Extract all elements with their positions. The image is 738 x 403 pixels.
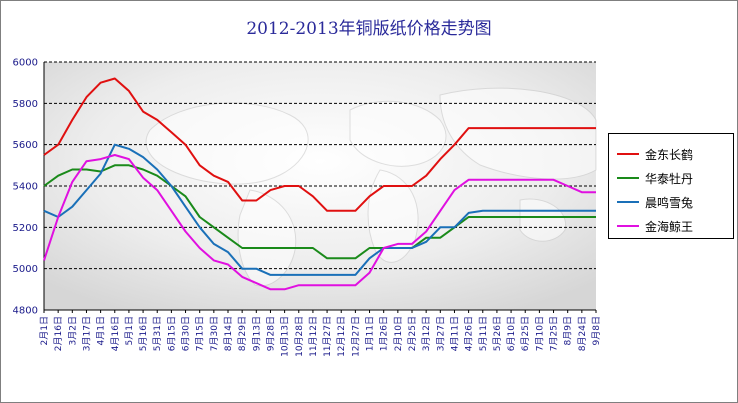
x-tick-label: 3月2日 [67,316,78,345]
map-shape [367,169,419,263]
x-axis-ticks: 2月1日 2月16日 3月2日 3月17日 4月1日 4月16日 5月1日 5月16日 5月31… [39,310,602,357]
x-tick-label: 3月12日 [421,316,432,351]
x-tick-label: 3月17日 [81,316,92,351]
x-tick-label: 3月27日 [435,316,446,351]
legend-swatch [617,201,639,203]
y-axis-ticks: 4800 5000 5200 5400 5600 5800 6000 [13,58,38,317]
x-tick-label: 5月16日 [138,316,149,351]
legend-swatch [617,153,639,155]
legend-item: 金东长鹤 [617,144,693,164]
x-tick-label: 11月27日 [322,316,333,357]
legend-item: 晨鸣雪兔 [617,192,693,212]
x-tick-label: 7月10日 [534,316,545,351]
x-tick-label: 5月26日 [492,316,503,351]
x-tick-label: 7月15日 [195,316,206,351]
x-tick-label: 2月10日 [393,316,404,351]
map-shape [519,198,567,242]
x-tick-label: 10月28日 [294,316,305,357]
x-tick-label: 5月11日 [478,316,489,351]
gridlines [44,61,596,270]
y-tick-label: 5200 [13,223,38,234]
x-tick-label: 5月31日 [152,316,163,351]
x-tick-label: 2月16日 [53,316,64,351]
legend-label: 晨鸣雪兔 [645,195,694,210]
series-lines [43,77,596,291]
x-tick-label: 8月24日 [577,316,588,351]
legend-label: 华泰牡丹 [645,171,694,186]
map-shape [349,100,447,167]
legend-label: 金海鲸王 [645,219,694,234]
x-tick-label: 6月30日 [181,316,192,351]
y-tick-label: 5800 [13,99,38,110]
x-tick-label: 12月12日 [336,316,347,357]
x-tick-label: 8月14日 [223,316,234,351]
legend-swatch [617,225,639,227]
x-tick-label: 1月26日 [379,316,390,351]
x-tick-label: 6月10日 [506,316,517,351]
x-tick-label: 5月1日 [124,316,135,345]
legend: 金东长鹤华泰牡丹晨鸣雪兔金海鲸王 [608,133,734,239]
x-tick-label: 9月28日 [265,316,276,351]
x-tick-label: 8月29日 [237,316,248,351]
series-line-0 [43,77,596,212]
legend-item: 金海鲸王 [617,216,693,236]
x-tick-label: 7月30日 [209,316,220,351]
y-tick-label: 5000 [13,264,38,275]
x-tick-label: 2月25日 [407,316,418,351]
x-tick-label: 4月1日 [96,316,107,345]
x-tick-label: 7月25日 [549,316,560,351]
x-tick-label: 2月1日 [39,316,50,345]
x-tick-label: 4月11日 [449,316,460,351]
y-tick-label: 4800 [13,306,38,317]
map-shape [237,189,297,287]
x-tick-label: 6月25日 [520,316,531,351]
legend-swatch [617,177,639,179]
y-tick-label: 5600 [13,140,38,151]
y-tick-label: 5400 [13,182,38,193]
x-tick-label: 11月12日 [308,316,319,357]
world-map-watermark [145,87,597,287]
legend-item: 华泰牡丹 [617,168,693,188]
x-tick-label: 8月9日 [563,316,574,345]
x-tick-label: 10月13日 [280,316,291,357]
series-line-3 [43,154,596,291]
x-tick-label: 12月27日 [350,316,361,357]
x-tick-label: 4月26日 [464,316,475,351]
x-tick-label: 4月16日 [110,316,121,351]
x-tick-label: 1月11日 [365,316,376,351]
chart-title: 2012-2013年铜版纸价格走势图 [246,19,492,39]
series-line-2 [43,143,596,276]
x-tick-label: 9月8日 [591,316,602,345]
y-tick-label: 6000 [13,58,38,69]
x-tick-label: 9月13日 [251,316,262,351]
x-tick-label: 6月15日 [166,316,177,351]
legend-label: 金东长鹤 [645,147,694,162]
